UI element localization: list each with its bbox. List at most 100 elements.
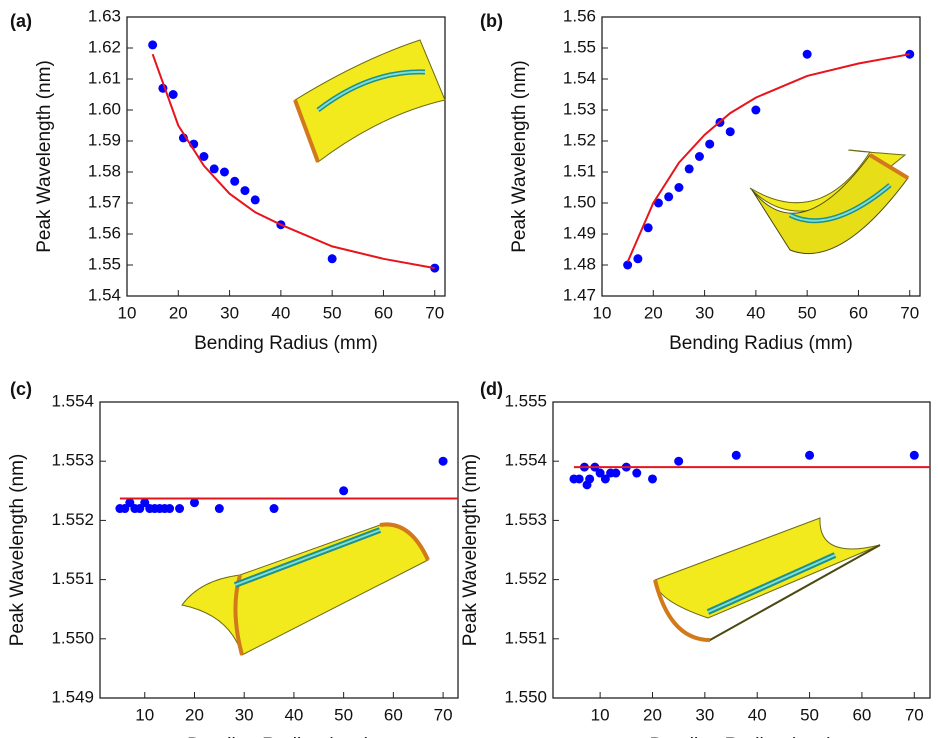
x-tick-label: 10 [135, 705, 154, 724]
y-tick-label: 1.54 [88, 285, 121, 304]
data-point [909, 450, 919, 460]
y-tick-label: 1.59 [88, 130, 121, 149]
x-tick-label: 50 [800, 705, 819, 724]
panel: (a) Bending Radius (mm) Peak Wavelength (n… [10, 6, 446, 354]
data-point [725, 127, 735, 137]
data-point [135, 504, 145, 514]
x-tick-label: 60 [384, 705, 403, 724]
data-point [643, 223, 653, 233]
y-tick-label: 1.555 [504, 391, 547, 410]
y-tick-label: 1.52 [563, 130, 596, 149]
data-point [751, 105, 761, 115]
y-tick-label: 1.56 [563, 6, 596, 25]
data-point [805, 450, 815, 460]
x-tick-label: 10 [593, 303, 612, 322]
y-tick-label: 1.552 [504, 569, 547, 588]
x-tick-label: 10 [118, 303, 137, 322]
y-tick-label: 1.61 [88, 68, 121, 87]
plot-frame [99, 401, 459, 699]
y-axis-label: Peak Wavelength (nm) [7, 454, 28, 647]
x-tick-label: 70 [905, 705, 924, 724]
y-tick-label: 1.554 [504, 451, 547, 470]
y-tick-label: 1.552 [51, 510, 94, 529]
inset-a [293, 39, 446, 163]
data-point [209, 164, 219, 174]
y-axis-label: Peak Wavelength (nm) [509, 60, 530, 253]
data-point [802, 49, 812, 59]
data-point [674, 456, 684, 466]
plot-frame [126, 16, 446, 297]
data-point [339, 486, 349, 496]
x-tick-label: 50 [798, 303, 817, 322]
x-tick-label: 70 [900, 303, 919, 322]
data-point [189, 498, 199, 508]
x-tick-label: 20 [643, 705, 662, 724]
data-point [250, 195, 260, 205]
data-point [140, 498, 150, 508]
x-tick-label: 50 [334, 705, 353, 724]
y-axis-label: Peak Wavelength (nm) [460, 454, 481, 647]
data-point [219, 167, 229, 177]
data-point [705, 139, 715, 149]
x-tick-label: 30 [695, 303, 714, 322]
data-point [175, 504, 185, 514]
fit-line [151, 53, 435, 270]
y-tick-label: 1.55 [88, 254, 121, 273]
y-tick-label: 1.48 [563, 254, 596, 273]
data-point [168, 90, 178, 99]
fit-line [626, 53, 910, 263]
y-tick-label: 1.49 [563, 223, 596, 242]
y-tick-label: 1.58 [88, 161, 121, 180]
panel: (b) Bending Radius (mm) Peak Wavelength (n… [480, 6, 921, 354]
data-point [585, 474, 595, 484]
data-point [611, 468, 621, 478]
x-tick-label: 40 [271, 303, 290, 322]
x-tick-label: 40 [746, 303, 765, 322]
x-tick-label: 10 [591, 705, 610, 724]
x-tick-label: 30 [235, 705, 254, 724]
y-tick-label: 1.51 [563, 161, 596, 180]
x-tick-label: 60 [852, 705, 871, 724]
y-tick-label: 1.62 [88, 37, 121, 56]
x-tick-label: 30 [695, 705, 714, 724]
y-tick-label: 1.549 [51, 687, 94, 706]
x-tick-label: 60 [374, 303, 393, 322]
y-tick-label: 1.55 [563, 37, 596, 56]
y-tick-label: 1.63 [88, 6, 121, 25]
x-tick-label: 60 [849, 303, 868, 322]
data-point [438, 456, 448, 466]
x-tick-label: 40 [748, 705, 767, 724]
data-point [731, 450, 741, 460]
x-tick-label: 20 [185, 705, 204, 724]
data-point [148, 40, 158, 50]
panel: (d) Bending Radius (mm) Peak Wavelength (n… [460, 379, 931, 738]
data-point [595, 468, 605, 478]
data-point [214, 504, 224, 514]
y-tick-label: 1.553 [51, 451, 94, 470]
data-point [230, 176, 240, 186]
y-tick-label: 1.47 [563, 285, 596, 304]
x-tick-label: 50 [323, 303, 342, 322]
x-axis-label: Bending Radius (mm) [187, 735, 371, 738]
data-point [684, 164, 694, 174]
panel-label: (d) [480, 379, 503, 399]
data-point [674, 183, 684, 192]
data-point [694, 152, 704, 161]
data-point [664, 192, 674, 202]
data-point [240, 186, 250, 196]
inset-b [749, 149, 910, 255]
panel-label: (a) [10, 11, 32, 31]
panel: (c) Bending Radius (mm) Peak Wavelength (n… [7, 379, 459, 738]
x-tick-label: 20 [169, 303, 188, 322]
data-point [125, 498, 135, 508]
y-tick-label: 1.56 [88, 223, 121, 242]
y-tick-label: 1.553 [504, 510, 547, 529]
y-tick-label: 1.550 [504, 687, 547, 706]
plot-frame [552, 401, 931, 699]
data-point [199, 152, 209, 161]
x-tick-label: 70 [434, 705, 453, 724]
x-axis-label: Bending Radius (mm) [194, 333, 378, 354]
data-point [165, 504, 175, 514]
inset-c [181, 522, 430, 656]
data-point [633, 254, 643, 264]
